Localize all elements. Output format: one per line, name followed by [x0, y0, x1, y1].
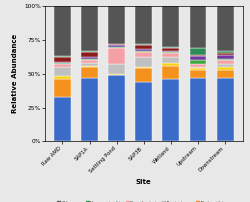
- Bar: [135, 45, 152, 49]
- Bar: [54, 67, 71, 76]
- Y-axis label: Relative Abundance: Relative Abundance: [12, 34, 18, 113]
- Bar: [54, 63, 71, 64]
- Bar: [190, 78, 206, 141]
- Bar: [162, 79, 179, 141]
- Bar: [217, 53, 234, 55]
- Bar: [190, 70, 206, 78]
- Bar: [135, 58, 152, 67]
- Bar: [81, 60, 98, 63]
- Bar: [162, 52, 179, 53]
- Bar: [108, 47, 125, 48]
- Bar: [162, 51, 179, 52]
- Bar: [81, 78, 98, 141]
- Bar: [108, 44, 125, 45]
- Bar: [108, 48, 125, 64]
- Bar: [54, 64, 71, 67]
- Bar: [217, 6, 234, 51]
- Bar: [162, 47, 179, 48]
- Bar: [217, 70, 234, 78]
- Bar: [81, 63, 98, 66]
- Bar: [108, 45, 125, 47]
- Bar: [190, 55, 206, 56]
- Bar: [108, 74, 125, 75]
- Bar: [190, 56, 206, 60]
- Bar: [162, 53, 179, 58]
- Bar: [54, 56, 71, 58]
- Bar: [81, 67, 98, 78]
- Bar: [54, 62, 71, 63]
- Bar: [108, 75, 125, 141]
- Bar: [135, 52, 152, 58]
- Bar: [162, 48, 179, 51]
- Bar: [162, 63, 179, 66]
- Bar: [135, 82, 152, 141]
- Bar: [81, 58, 98, 59]
- Bar: [217, 51, 234, 53]
- Bar: [190, 64, 206, 67]
- Bar: [217, 64, 234, 67]
- Bar: [217, 78, 234, 141]
- Bar: [217, 60, 234, 64]
- Bar: [54, 79, 71, 97]
- Bar: [135, 67, 152, 68]
- Bar: [190, 6, 206, 48]
- Bar: [54, 58, 71, 62]
- Legend: Other, Nitrospirae, Verrucomicrobia, Planctomycetes, Cyanobacteria, Actinobacter: Other, Nitrospirae, Verrucomicrobia, Pla…: [56, 200, 232, 202]
- Bar: [162, 58, 179, 63]
- Bar: [217, 59, 234, 60]
- Bar: [190, 60, 206, 64]
- Bar: [190, 48, 206, 55]
- Bar: [81, 66, 98, 67]
- Bar: [190, 67, 206, 68]
- Bar: [81, 59, 98, 60]
- Bar: [81, 6, 98, 51]
- Bar: [162, 6, 179, 47]
- Bar: [108, 6, 125, 44]
- Bar: [135, 44, 152, 45]
- Bar: [81, 51, 98, 52]
- Bar: [108, 64, 125, 74]
- Bar: [217, 67, 234, 70]
- Bar: [54, 6, 71, 56]
- Bar: [81, 52, 98, 58]
- Bar: [162, 66, 179, 79]
- Bar: [135, 68, 152, 82]
- Bar: [135, 51, 152, 52]
- Bar: [54, 76, 71, 79]
- Bar: [190, 68, 206, 70]
- X-axis label: Site: Site: [136, 180, 152, 185]
- Bar: [217, 55, 234, 59]
- Bar: [135, 6, 152, 44]
- Bar: [135, 49, 152, 51]
- Bar: [54, 97, 71, 141]
